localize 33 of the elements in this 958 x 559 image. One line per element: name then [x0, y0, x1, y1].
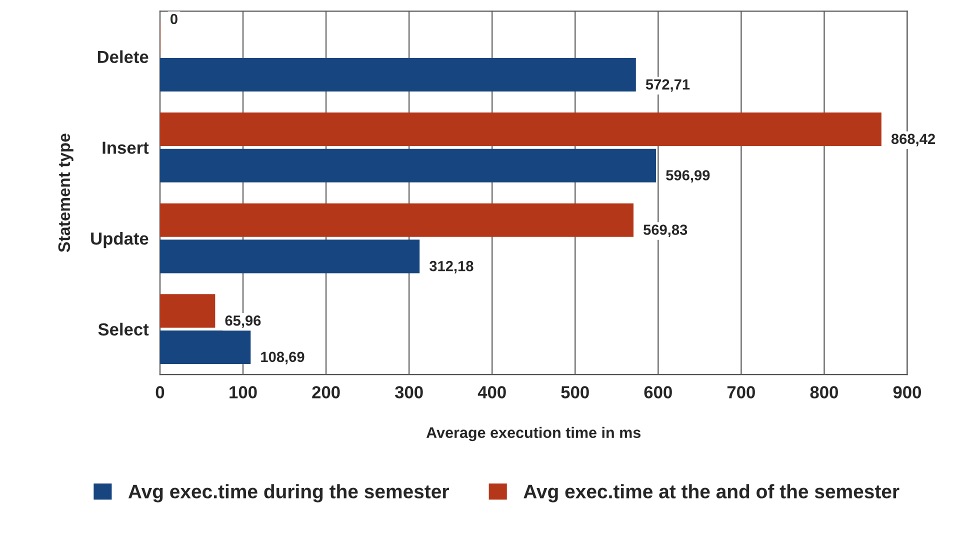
data-label: 312,18 — [429, 260, 474, 274]
bar — [160, 112, 882, 146]
y-tick-label: Insert — [102, 142, 149, 154]
bar — [160, 330, 251, 364]
data-label: 0 — [170, 14, 178, 24]
x-tick-label: 800 — [810, 386, 838, 398]
x-tick-label: 200 — [312, 386, 340, 398]
x-axis-title: Average execution time in ms — [426, 426, 641, 442]
y-tick-label: Delete — [98, 50, 148, 64]
x-tick-label: 900 — [893, 386, 921, 398]
y-tick-label: Select — [98, 322, 149, 336]
data-label: 868,42 — [891, 134, 935, 146]
y-tick-label: Update — [91, 232, 148, 248]
x-tick-label: 500 — [561, 386, 589, 398]
bar — [160, 148, 656, 182]
data-label: 596,99 — [666, 170, 710, 183]
x-tick-label: 300 — [394, 386, 423, 398]
y-axis-title: Statement type — [58, 134, 74, 252]
x-tick-label: 600 — [644, 386, 672, 398]
data-label: 65,96 — [225, 315, 261, 328]
bar — [160, 58, 636, 92]
legend-label: Avg exec.time at the and of the semester — [524, 484, 900, 502]
x-tick-label: 400 — [478, 386, 506, 398]
data-label: 569,83 — [644, 224, 688, 238]
x-tick-label: 0 — [156, 386, 164, 398]
x-tick-label: 100 — [230, 386, 257, 398]
data-label: 572,71 — [646, 79, 690, 92]
bar — [160, 203, 634, 237]
x-tick-label: 700 — [727, 386, 755, 398]
bar — [160, 240, 420, 274]
bar — [160, 294, 216, 328]
data-label: 108,69 — [261, 352, 304, 364]
legend-label: Avg exec.time during the semester — [128, 484, 449, 502]
